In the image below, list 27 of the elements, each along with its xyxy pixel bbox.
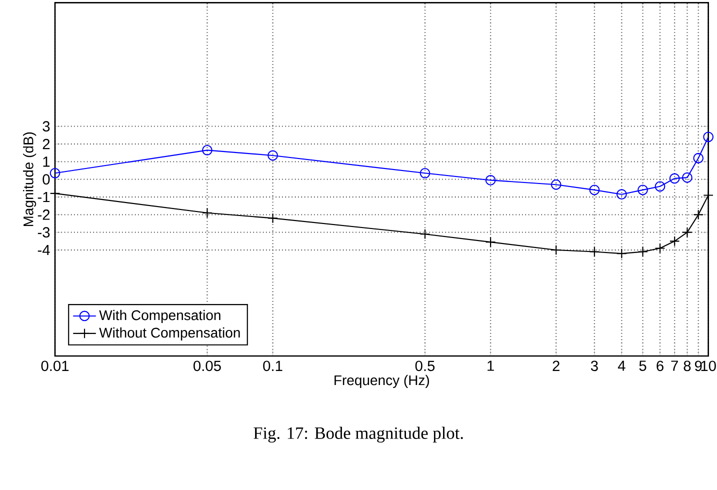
x-tick-label: 8 — [684, 360, 691, 372]
x-tick-label: 0.01 — [41, 360, 69, 372]
caption: Fig. 17: Bode magnitude plot. — [254, 426, 463, 443]
x-tick-label: 0.5 — [415, 360, 435, 372]
y-tick-label: 0 — [42, 174, 50, 185]
y-axis-title: Magnitude (dB) — [23, 132, 36, 226]
x-tick-label: 5 — [639, 360, 646, 371]
x-tick-label: 6 — [656, 360, 664, 372]
y-tick-label: 3 — [42, 121, 50, 132]
x-tick-label: 9 — [694, 360, 702, 372]
y-tick-label: -1 — [38, 192, 50, 202]
x-tick-label: 10 — [701, 360, 716, 372]
x-tick-label: 0.05 — [194, 360, 221, 372]
x-tick-label: 4 — [618, 360, 626, 371]
y-tick-label: 1 — [43, 156, 50, 167]
y-tick-label: -3 — [38, 227, 50, 238]
x-tick-label: 1 — [488, 360, 494, 371]
y-tick-label: -2 — [38, 210, 50, 220]
legend-label: Without Compensation — [99, 327, 240, 340]
x-tick-label: 0.1 — [263, 360, 282, 372]
x-tick-label: 7 — [671, 360, 678, 371]
x-tick-label: 3 — [590, 360, 598, 372]
x-tick-label: 2 — [552, 360, 560, 371]
y-tick-label: 2 — [42, 138, 50, 150]
legend-label: With Compensation — [99, 310, 220, 323]
x-axis-title: Frequency (Hz) — [334, 374, 429, 388]
y-tick-label: -4 — [38, 244, 50, 256]
